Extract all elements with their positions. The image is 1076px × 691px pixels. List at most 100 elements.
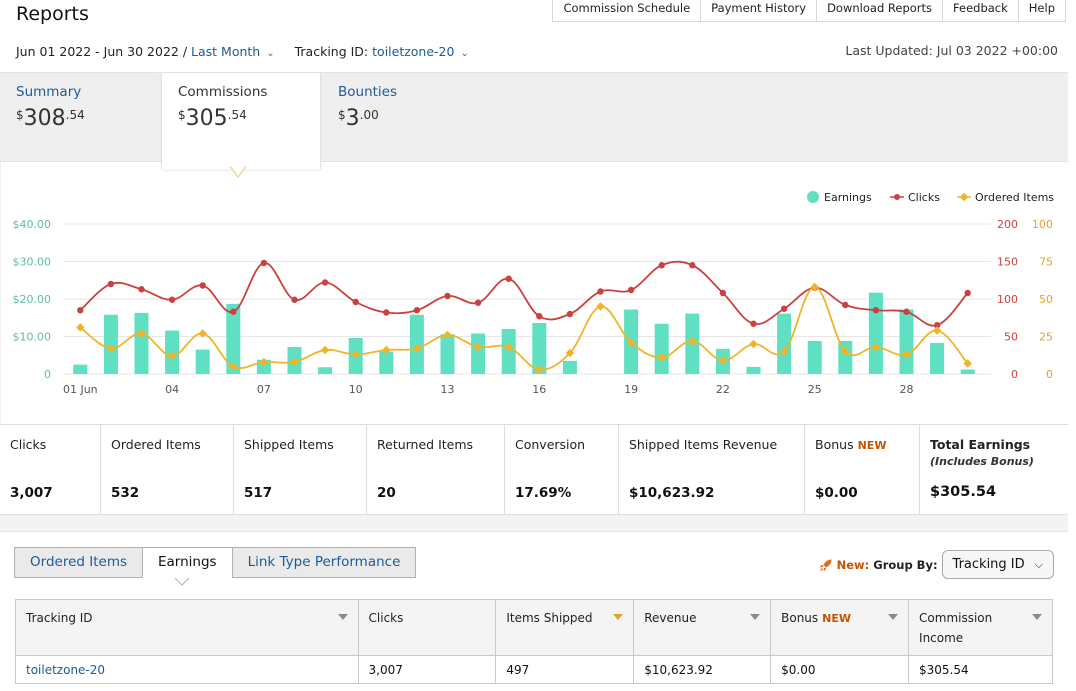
earnings-bar bbox=[868, 292, 883, 374]
col-tracking-id[interactable]: Tracking ID bbox=[15, 599, 359, 656]
y-left-tick-label: 0 bbox=[44, 368, 51, 381]
ordered-items-point bbox=[963, 359, 972, 368]
ordered-items-point bbox=[106, 344, 116, 353]
performance-chart: $40.00 $30.00 $20.00 $10.00 0 200 150 100 50 0 100… bbox=[0, 162, 1068, 424]
clicks-point bbox=[138, 286, 145, 293]
legend-ordered-swatch bbox=[959, 192, 969, 202]
sort-arrow-icon[interactable] bbox=[613, 614, 624, 620]
cell-tracking-id[interactable]: toiletzone-20 bbox=[15, 655, 359, 684]
chart-svg: $40.00$30.00$20.00$10.000200150100500100… bbox=[13, 191, 1054, 396]
chevron-down-icon[interactable]: ⌄ bbox=[266, 48, 275, 59]
ordered-items-point bbox=[167, 351, 177, 361]
x-tick-label: 22 bbox=[716, 383, 730, 396]
tracking-id-select[interactable]: toiletzone-20 bbox=[372, 44, 455, 59]
metric-bonus: Bonus NEW $0.00 bbox=[805, 425, 920, 514]
ordered-items-point bbox=[137, 329, 146, 338]
ordered-items-point bbox=[473, 342, 483, 352]
tab-link-type-performance[interactable]: Link Type Performance bbox=[231, 547, 417, 578]
commissions-tab[interactable]: Commissions $305.54 bbox=[161, 73, 321, 169]
summary-tab[interactable]: Summary $308.54 bbox=[0, 73, 162, 163]
table-header-row: Tracking ID Clicks Items Shipped Revenue… bbox=[15, 599, 1053, 656]
download-reports-link[interactable]: Download Reports bbox=[816, 0, 944, 22]
rocket-icon bbox=[819, 559, 832, 571]
tab-ordered-items[interactable]: Ordered Items bbox=[14, 547, 143, 578]
commission-schedule-link[interactable]: Commission Schedule bbox=[552, 0, 702, 22]
col-clicks[interactable]: Clicks bbox=[357, 599, 497, 656]
sort-arrow-icon[interactable] bbox=[1032, 614, 1042, 620]
earnings-bar bbox=[807, 341, 822, 374]
clicks-point bbox=[566, 310, 574, 318]
bounties-amount: $3.00 bbox=[338, 106, 379, 131]
payment-history-link[interactable]: Payment History bbox=[700, 0, 818, 22]
date-range-preset[interactable]: Last Month bbox=[191, 44, 261, 59]
clicks-point bbox=[933, 322, 941, 329]
top-nav: Commission Schedule Payment History Down… bbox=[552, 0, 1066, 22]
metric-label: Total Earnings bbox=[930, 437, 1031, 452]
clicks-point bbox=[872, 307, 880, 314]
metric-label: Conversion bbox=[515, 437, 586, 452]
y-right-clicks-tick-label: 50 bbox=[1004, 331, 1018, 344]
clicks-point bbox=[230, 308, 237, 315]
sort-arrow-icon[interactable] bbox=[888, 614, 899, 620]
metric-value: 17.69% bbox=[515, 485, 572, 501]
col-revenue[interactable]: Revenue bbox=[633, 599, 772, 656]
metric-label: Clicks bbox=[10, 437, 47, 452]
clicks-point bbox=[413, 307, 421, 314]
group-by-control: New: Group By: Tracking ID ⌵ bbox=[819, 550, 1054, 579]
group-by-select[interactable]: Tracking ID ⌵ bbox=[941, 550, 1054, 579]
metric-label: Bonus NEW bbox=[815, 437, 887, 452]
metric-sublabel: (Includes Bonus) bbox=[930, 455, 1034, 468]
chevron-down-icon: ⌵ bbox=[1034, 557, 1043, 571]
metric-value: $0.00 bbox=[815, 485, 858, 501]
metrics-row: Clicks 3,007 Ordered Items 532 Shipped I… bbox=[0, 424, 1068, 515]
earnings-bar bbox=[318, 367, 333, 374]
clicks-point bbox=[842, 301, 849, 309]
summary-amount: $308.54 bbox=[16, 106, 85, 131]
col-bonus[interactable]: Bonus NEW bbox=[770, 599, 910, 656]
summary-label: Summary bbox=[16, 84, 82, 100]
metric-label: Ordered Items bbox=[111, 437, 201, 452]
metric-value: 532 bbox=[111, 485, 140, 501]
sort-arrow-icon[interactable] bbox=[750, 614, 761, 620]
help-link[interactable]: Help bbox=[1017, 0, 1066, 22]
earnings-bar bbox=[471, 333, 486, 374]
clicks-point bbox=[689, 262, 696, 269]
clicks-point bbox=[627, 286, 635, 294]
earnings-bar bbox=[501, 329, 516, 374]
summary-band: Summary $308.54 Commissions $305.54 Boun… bbox=[0, 72, 1068, 169]
col-commission-income[interactable]: Commission Income bbox=[908, 599, 1053, 656]
metric-value: 20 bbox=[377, 485, 396, 501]
clicks-line bbox=[79, 260, 969, 327]
x-tick-label: 13 bbox=[441, 383, 455, 396]
sort-arrow-icon[interactable] bbox=[337, 614, 348, 620]
ordered-items-point bbox=[626, 338, 636, 347]
y-right-clicks-tick-label: 150 bbox=[997, 256, 1018, 269]
y-right-ordered-tick-label: 50 bbox=[1039, 293, 1053, 306]
earnings-bar bbox=[899, 309, 914, 374]
cell-bonus: $0.00 bbox=[770, 655, 910, 684]
clicks-point bbox=[964, 289, 971, 297]
earnings-bar bbox=[654, 323, 669, 374]
earnings-bar bbox=[532, 323, 547, 374]
tab-earnings[interactable]: Earnings bbox=[142, 547, 233, 578]
clicks-point bbox=[474, 299, 482, 306]
clicks-point bbox=[597, 288, 604, 295]
chevron-down-icon[interactable]: ⌄ bbox=[460, 48, 469, 59]
metric-total-earnings: Total Earnings (Includes Bonus) $305.54 bbox=[920, 425, 1068, 514]
metric-value: 517 bbox=[244, 485, 273, 501]
clicks-point bbox=[780, 305, 788, 312]
ordered-items-point bbox=[443, 330, 452, 340]
ordered-items-point bbox=[382, 345, 391, 355]
y-right-ordered-tick-label: 0 bbox=[1046, 368, 1053, 381]
ordered-items-point bbox=[779, 347, 789, 356]
ordered-items-point bbox=[565, 348, 575, 358]
legend-entry: Ordered Items bbox=[975, 191, 1054, 204]
y-left-tick-label: $10.00 bbox=[13, 331, 52, 344]
clicks-point bbox=[658, 262, 665, 269]
group-by-label: Group By: bbox=[873, 557, 938, 572]
new-badge: NEW bbox=[857, 439, 887, 452]
earnings-bar bbox=[440, 334, 455, 374]
feedback-link[interactable]: Feedback bbox=[942, 0, 1019, 22]
col-items-shipped[interactable]: Items Shipped bbox=[495, 599, 635, 656]
bounties-tab[interactable]: Bounties $3.00 bbox=[322, 73, 482, 163]
